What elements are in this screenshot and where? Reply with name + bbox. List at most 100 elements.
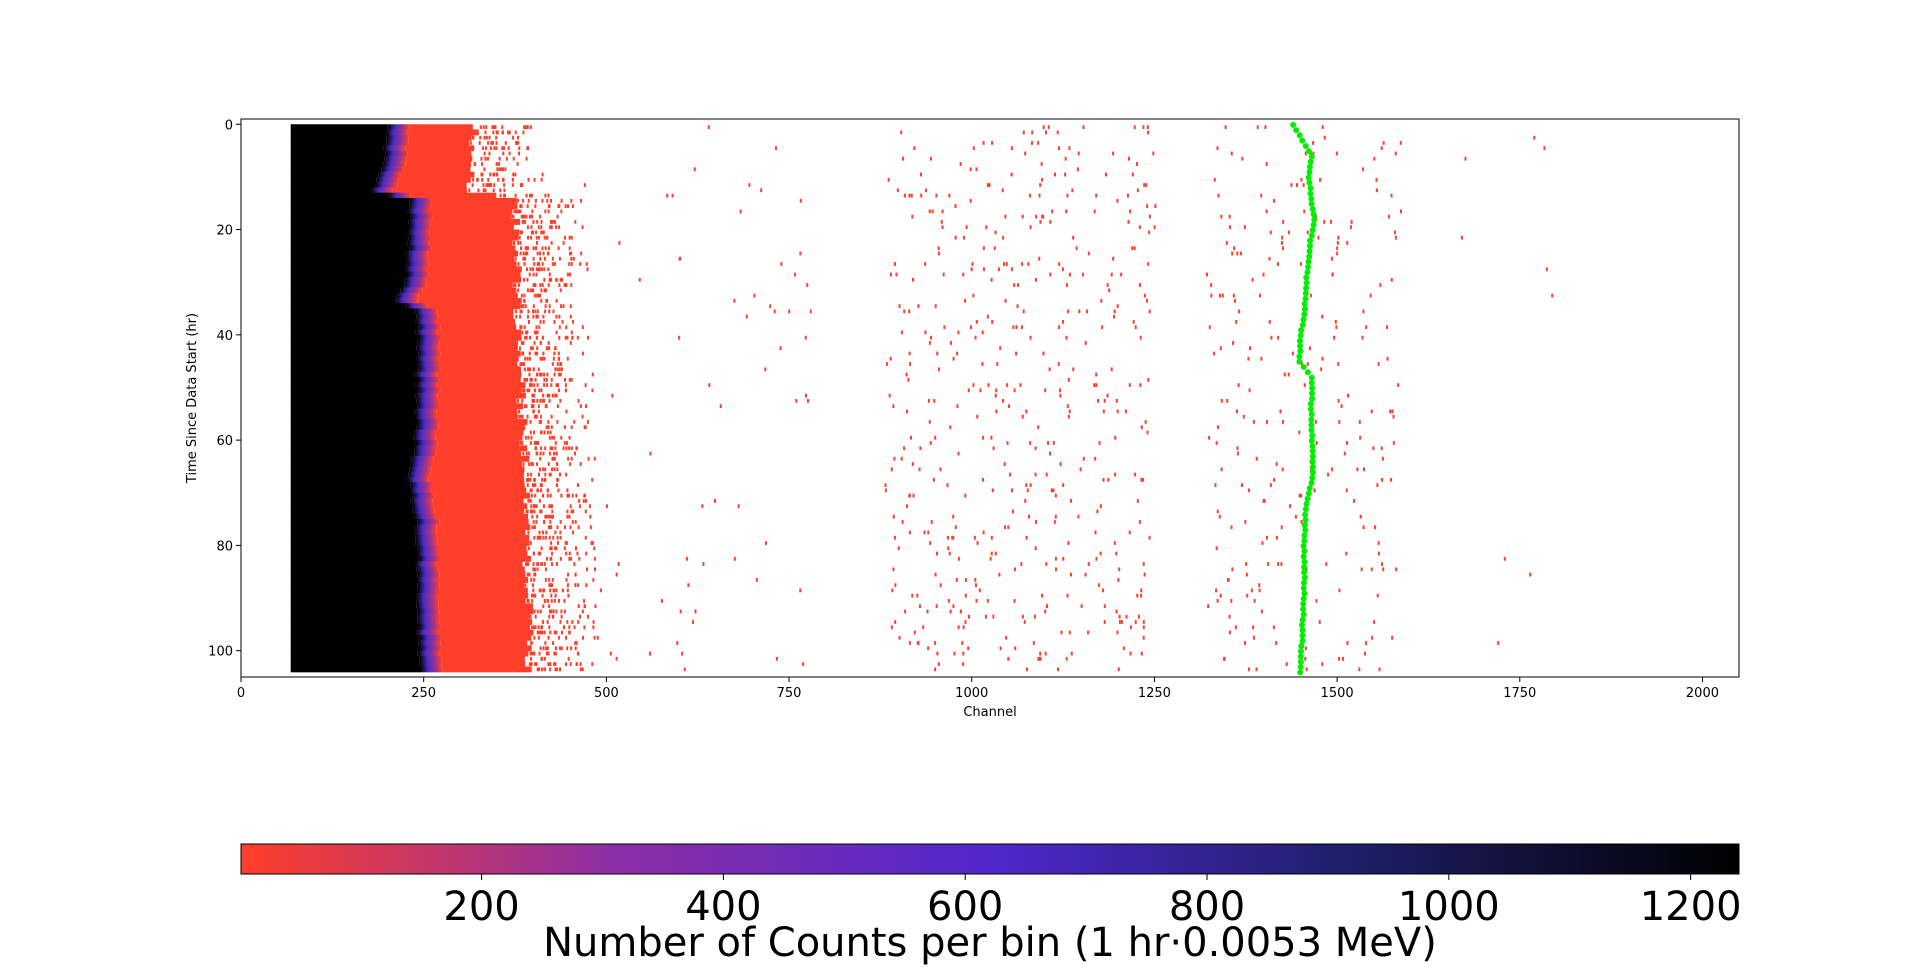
- count-cell: [487, 141, 490, 145]
- peak-marker: [1306, 242, 1313, 249]
- count-cell: [519, 314, 522, 319]
- count-cell: [526, 267, 529, 272]
- count-cell: [532, 588, 535, 593]
- x-tick-label: 750: [777, 686, 802, 701]
- count-cell: [1057, 667, 1060, 672]
- dense-count-row: [439, 340, 519, 346]
- count-cell: [534, 377, 537, 382]
- dense-count-row: [437, 629, 534, 636]
- dense-count-row: [392, 187, 467, 194]
- count-cell: [533, 504, 536, 509]
- count-cell: [1303, 383, 1306, 387]
- gradient-row: [414, 529, 437, 536]
- count-cell: [1215, 546, 1218, 551]
- count-cell: [534, 441, 537, 445]
- count-cell: [1373, 156, 1376, 161]
- count-cell: [1127, 220, 1130, 224]
- count-cell: [995, 409, 998, 414]
- count-cell: [1390, 193, 1393, 198]
- count-cell: [580, 251, 583, 256]
- count-cell: [1360, 567, 1363, 572]
- count-cell: [547, 283, 550, 287]
- count-cell: [553, 262, 556, 266]
- count-cell: [1265, 209, 1268, 214]
- count-cell: [1337, 235, 1340, 240]
- count-cell: [1134, 620, 1137, 624]
- count-cell: [571, 320, 574, 324]
- count-cell: [529, 346, 532, 351]
- saturated-row: [290, 445, 415, 452]
- dense-count-row: [437, 308, 514, 315]
- peak-marker: [1299, 137, 1306, 144]
- count-cell: [1273, 198, 1276, 203]
- colorbar: 200 400 600 800 1000 1200 Number of Counts pe…: [240, 843, 1742, 966]
- count-cell: [1381, 477, 1384, 482]
- count-cell: [530, 383, 533, 387]
- count-cell: [560, 646, 563, 651]
- count-cell: [562, 241, 565, 245]
- count-cell: [1263, 499, 1266, 503]
- count-cell: [534, 446, 537, 451]
- count-cell: [1331, 272, 1334, 277]
- peak-marker: [1308, 153, 1315, 160]
- count-cell: [558, 225, 561, 230]
- dense-count-row: [436, 371, 522, 378]
- count-cell: [753, 293, 756, 298]
- count-cell: [1062, 483, 1065, 487]
- count-cell: [1134, 325, 1137, 330]
- gradient-row: [388, 192, 411, 199]
- count-cell: [542, 351, 545, 356]
- dense-count-row: [440, 324, 517, 331]
- count-cell: [570, 283, 573, 287]
- count-cell: [573, 625, 576, 630]
- count-cell: [568, 446, 571, 451]
- count-cell: [615, 656, 618, 661]
- count-cell: [545, 514, 548, 519]
- count-cell: [1107, 477, 1110, 482]
- count-cell: [1001, 399, 1004, 403]
- count-cell: [519, 441, 522, 445]
- count-cell: [513, 241, 516, 245]
- count-cell: [558, 635, 561, 640]
- gradient-row: [410, 482, 433, 489]
- count-cell: [545, 377, 548, 382]
- count-cell: [949, 609, 952, 614]
- count-cell: [702, 562, 705, 566]
- count-cell: [1312, 141, 1315, 145]
- count-cell: [1003, 462, 1006, 466]
- count-cell: [1243, 641, 1246, 645]
- count-cell: [543, 656, 546, 661]
- gradient-row: [409, 197, 432, 204]
- count-cell: [1022, 130, 1025, 135]
- saturated-row: [290, 387, 419, 394]
- count-cell: [1275, 535, 1278, 540]
- dense-count-row: [397, 182, 467, 189]
- count-cell: [548, 204, 551, 208]
- count-cell: [905, 504, 908, 509]
- count-cell: [974, 577, 977, 582]
- count-cell: [543, 430, 546, 435]
- peak-marker: [1301, 574, 1308, 581]
- count-cell: [538, 667, 541, 672]
- count-cell: [949, 341, 952, 345]
- dense-count-row: [438, 598, 526, 604]
- saturated-row: [290, 571, 418, 578]
- saturated-row: [290, 598, 417, 604]
- count-cell: [1314, 420, 1317, 424]
- count-cell: [1077, 151, 1080, 156]
- count-cell: [524, 125, 527, 130]
- gradient-row: [371, 187, 393, 194]
- count-cell: [1145, 183, 1148, 187]
- count-cell: [930, 520, 933, 524]
- saturated-row: [290, 482, 411, 489]
- count-cell: [547, 267, 550, 272]
- count-cell: [671, 193, 674, 198]
- gradient-row: [412, 503, 434, 510]
- count-cell: [499, 188, 502, 193]
- count-cell: [481, 177, 484, 182]
- count-cell: [526, 377, 529, 382]
- count-cell: [1068, 630, 1071, 635]
- count-cell: [556, 535, 559, 540]
- count-cell: [531, 288, 534, 293]
